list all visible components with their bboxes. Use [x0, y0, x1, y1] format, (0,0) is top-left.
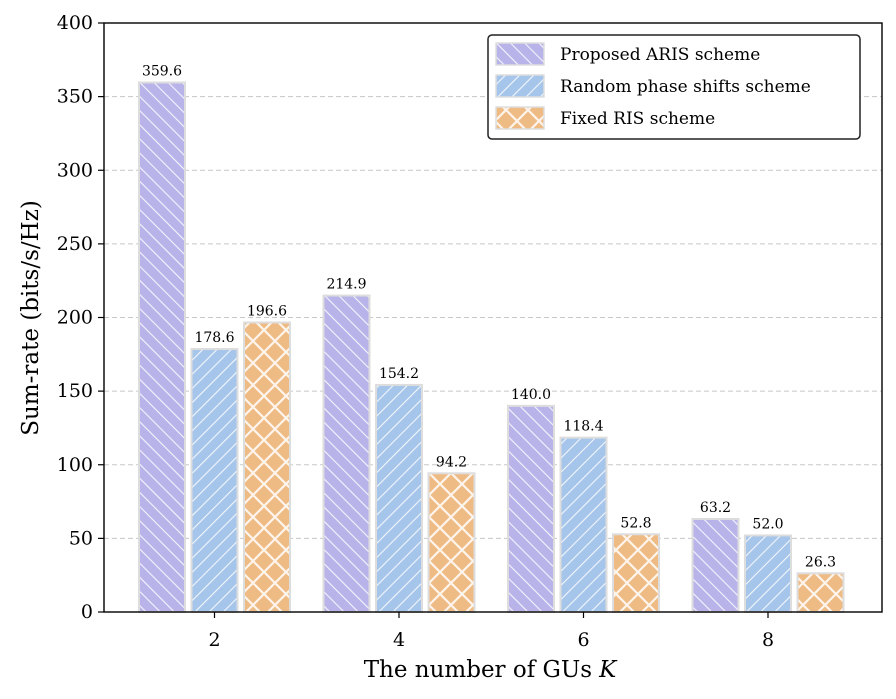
legend-label-s2: Fixed RIS scheme — [560, 109, 715, 129]
bar-label-4-s0: 214.9 — [326, 277, 366, 293]
x-tick-label-4: 4 — [393, 629, 405, 651]
legend-swatch-hatch-s0 — [495, 42, 545, 66]
bar-label-4-s1: 154.2 — [379, 366, 419, 382]
bar-4-s0-hatch — [322, 294, 371, 613]
y-tick-label-400: 400 — [57, 12, 93, 34]
y-axis-label: Sum-rate (bits/s/Hz) — [18, 200, 44, 436]
bar-6-s0-hatch — [507, 404, 555, 613]
x-axis-label: The number of GUs K — [364, 657, 618, 683]
bar-2-s2-hatch — [243, 321, 291, 613]
bar-6-s1-hatch — [559, 436, 608, 613]
bar-8-s2-hatch — [796, 572, 845, 614]
y-tick-label-200: 200 — [57, 307, 93, 329]
y-tick-label-50: 50 — [69, 527, 93, 549]
bar-label-2-s2: 196.6 — [247, 304, 287, 320]
bars — [138, 81, 845, 614]
legend-label-s0: Proposed ARIS scheme — [560, 45, 760, 65]
bar-label-6-s1: 118.4 — [563, 419, 603, 435]
legend-swatch-hatch-s2 — [495, 106, 545, 130]
bar-value-labels: 359.6 178.6 196.6 214.9 154.2 94.2 140.0 118.4 5… — [142, 63, 836, 570]
bar-4-s1-hatch — [375, 383, 423, 613]
bar-2-s0-hatch — [138, 81, 186, 613]
bar-6-s2-hatch — [612, 533, 660, 614]
bar-2-s1-hatch — [190, 348, 239, 613]
bar-label-2-s0: 359.6 — [142, 63, 182, 79]
bar-label-2-s1: 178.6 — [194, 330, 234, 346]
legend-swatch-hatch-s1 — [495, 74, 545, 98]
y-tick-label-100: 100 — [57, 454, 93, 476]
legend-label-s1: Random phase shifts scheme — [560, 77, 811, 97]
y-tick-label-350: 350 — [57, 86, 93, 108]
y-tick-label-150: 150 — [57, 380, 93, 402]
bar-label-8-s0: 63.2 — [700, 500, 731, 516]
x-tick-label-2: 2 — [208, 629, 220, 651]
y-tick-label-250: 250 — [57, 233, 93, 255]
y-tick-label-0: 0 — [81, 601, 93, 623]
x-axis-label-variable: K — [598, 657, 618, 683]
bar-label-4-s2: 94.2 — [436, 454, 467, 470]
bar-label-8-s1: 52.0 — [752, 516, 783, 532]
bar-label-6-s2: 52.8 — [620, 515, 651, 531]
axes: 0 50 100 150 200 250 300 350 400 2 4 6 8 — [57, 12, 883, 651]
bar-8-s0-hatch — [691, 517, 740, 613]
bar-4-s2-hatch — [427, 472, 476, 613]
y-tick-label-300: 300 — [57, 159, 93, 181]
legend: Proposed ARIS scheme Random phase shifts … — [487, 34, 861, 140]
x-tick-label-6: 6 — [577, 629, 589, 651]
legend-frame — [487, 34, 861, 140]
bar-label-8-s2: 26.3 — [805, 554, 836, 570]
x-axis-label-text: The number of GUs — [364, 657, 592, 683]
x-tick-label-8: 8 — [762, 629, 774, 651]
bar-8-s1-hatch — [744, 534, 792, 613]
bar-label-6-s0: 140.0 — [511, 387, 551, 403]
